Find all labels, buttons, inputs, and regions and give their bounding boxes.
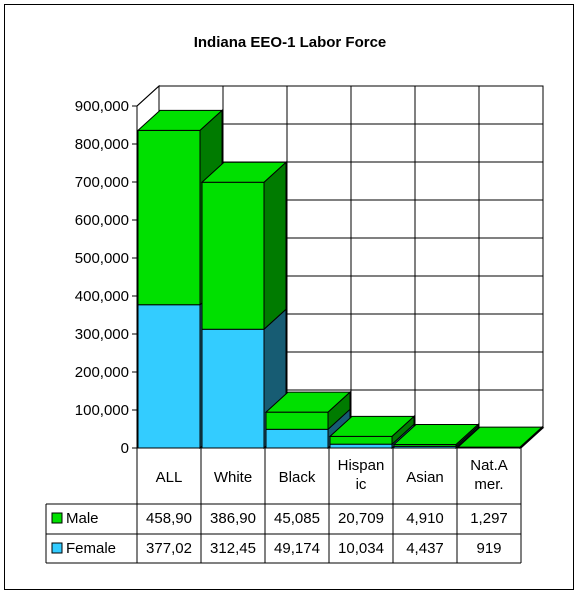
legend-swatch-male [51, 512, 63, 524]
y-tick-label: 700,000 [75, 174, 129, 191]
table-cell: 312,45 [210, 540, 256, 557]
table-cell: 4,910 [406, 510, 444, 527]
bar-male-5 [456, 426, 544, 449]
bar-side [263, 161, 287, 331]
y-tick-label: 500,000 [75, 250, 129, 267]
bar-front [265, 428, 329, 449]
category-label: ALL [156, 469, 183, 486]
table-cell: 458,90 [146, 510, 192, 527]
bar-front [137, 129, 201, 306]
category-label: White [214, 469, 252, 486]
bar-front [329, 435, 393, 445]
bar-male-2 [264, 391, 352, 431]
bar-top [136, 109, 224, 131]
category-label-line2: ic [356, 476, 367, 493]
y-tick-label: 800,000 [75, 136, 129, 153]
category-label: Nat.A [470, 457, 508, 474]
category-label: Asian [406, 469, 444, 486]
bar-male-1 [200, 161, 288, 331]
y-tick-label: 100,000 [75, 402, 129, 419]
table-cell: 45,085 [274, 510, 320, 527]
bar-front [137, 304, 201, 449]
category-label: Hispan [338, 457, 385, 474]
bar-male-4 [392, 423, 480, 448]
chart-title: Indiana EEO-1 Labor Force [194, 34, 387, 51]
bar-top [200, 161, 288, 183]
bar-front [329, 443, 393, 449]
table-cell: 20,709 [338, 510, 384, 527]
category-label-line2: mer. [474, 476, 503, 493]
y-tick-label: 400,000 [75, 288, 129, 305]
legend-swatch-female [51, 542, 63, 554]
y-tick-label: 0 [121, 440, 129, 457]
gridline-side [136, 85, 160, 107]
table-cell: 386,90 [210, 510, 256, 527]
table-cell: 4,437 [406, 540, 444, 557]
table-cell: 10,034 [338, 540, 384, 557]
legend-label-male: Male [66, 510, 99, 527]
y-tick-label: 200,000 [75, 364, 129, 381]
y-tick-label: 300,000 [75, 326, 129, 343]
table-cell: 919 [476, 540, 501, 557]
table-cell: 1,297 [470, 510, 508, 527]
bar-front [201, 181, 265, 330]
bar-male-3 [328, 415, 416, 446]
bar-top [264, 391, 352, 413]
y-tick-label: 900,000 [75, 98, 129, 115]
category-label: Black [279, 469, 316, 486]
bar-top [456, 426, 544, 448]
bar-top [328, 415, 416, 437]
table-cell: 49,174 [274, 540, 320, 557]
y-tick-label: 600,000 [75, 212, 129, 229]
bar-top [392, 423, 480, 445]
legend-label-female: Female [66, 540, 116, 557]
table-cell: 377,02 [146, 540, 192, 557]
bar-front [265, 411, 329, 430]
bar-front [201, 328, 265, 449]
